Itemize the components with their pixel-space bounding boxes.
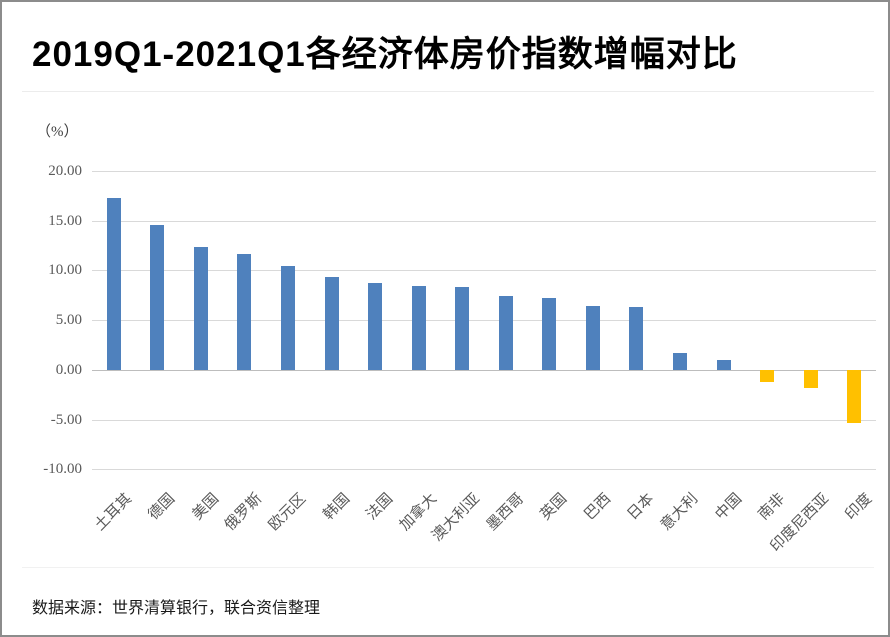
category-label: 日本 [624, 490, 658, 524]
chart-bar [542, 298, 557, 370]
y-axis-unit-label: （%） [36, 124, 79, 140]
chart-bar [455, 287, 470, 370]
category-label: 意大利 [657, 490, 702, 534]
category-label: 土耳其 [91, 490, 135, 534]
y-axis-tick-label: 15.00 [48, 212, 82, 229]
y-axis-tick-label: 20.00 [48, 163, 82, 179]
chart-bar [237, 253, 252, 370]
y-axis-tick-label: -5.00 [50, 411, 82, 428]
chart-bottom-divider [22, 567, 874, 568]
chart-bar [368, 283, 383, 370]
chart-bar [760, 369, 775, 382]
chart-bar [673, 352, 687, 370]
category-label: 中国 [712, 490, 745, 524]
category-label: 欧元区 [265, 490, 310, 534]
chart-bar [847, 369, 862, 424]
chart-bar [411, 286, 426, 370]
gridline [92, 270, 876, 272]
y-axis-tick-label: -10.00 [43, 461, 82, 478]
chart-title: 2019Q1-2021Q1各经济体房价指数增幅对比 [32, 35, 738, 74]
chart-bar [150, 224, 165, 370]
category-label: 巴西 [581, 490, 615, 524]
category-label: 德国 [145, 490, 179, 524]
category-label: 墨西哥 [483, 490, 527, 534]
y-axis-tick-label: 10.00 [48, 262, 82, 279]
zero-axis-line [92, 369, 876, 371]
gridline [92, 171, 876, 172]
gridline [92, 469, 876, 471]
chart-bar [193, 246, 208, 370]
category-label: 法国 [363, 490, 397, 524]
y-axis-tick-label: 0.00 [55, 361, 82, 378]
chart-bar [106, 197, 121, 370]
chart-bar [585, 306, 600, 370]
category-label: 美国 [189, 490, 223, 524]
gridline [92, 320, 876, 322]
category-label: 英国 [537, 490, 571, 524]
title-divider [22, 91, 874, 92]
category-label: 俄罗斯 [222, 490, 266, 534]
y-axis-tick-label: 5.00 [55, 312, 82, 329]
gridline [92, 220, 876, 222]
category-label: 南非 [755, 490, 789, 524]
data-source-note: 数据来源：世界清算银行，联合资信整理 [32, 600, 321, 617]
chart-bar [716, 359, 731, 370]
chart-bar [803, 369, 818, 388]
chart-bar [324, 277, 339, 370]
chart-bar [498, 296, 513, 370]
category-label: 印度 [842, 490, 876, 524]
chart-bar [281, 266, 295, 370]
chart-bar [629, 307, 644, 370]
category-label: 韩国 [320, 490, 353, 524]
gridline [92, 419, 876, 421]
